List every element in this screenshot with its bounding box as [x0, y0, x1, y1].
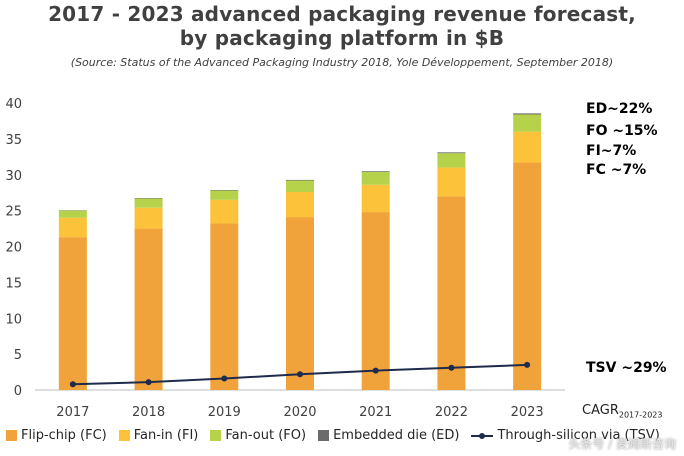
bar-segment: [210, 199, 239, 224]
legend-item-ed: Embedded die (ED): [318, 428, 459, 443]
bar-segment: [513, 113, 542, 115]
tsv-point: [69, 381, 76, 388]
chart-title: 2017 - 2023 advanced packaging revenue f…: [48, 2, 636, 26]
x-tick-label: 2018: [132, 405, 165, 420]
bar-segment: [513, 162, 542, 390]
bar-segment: [437, 152, 466, 154]
bar-segment: [134, 207, 163, 229]
x-tick-label: 2019: [208, 405, 241, 420]
bar-segment: [361, 184, 390, 213]
y-tick-label: 15: [5, 276, 22, 291]
legend-swatch-ed: [318, 430, 330, 441]
legend-item-tsv: Through-silicon via (TSV): [471, 428, 660, 443]
tsv-point: [372, 367, 379, 374]
cagr-label-fi: FI~7%: [586, 143, 637, 159]
tsv-point: [145, 379, 152, 386]
bar-segment: [134, 228, 163, 390]
legend-swatch-fc: [6, 430, 17, 441]
bar-segment: [58, 210, 87, 218]
x-tick-label: 2020: [283, 405, 316, 420]
x-tick-label: 2017: [56, 405, 89, 420]
bar-segment: [437, 153, 466, 168]
y-tick-label: 5: [14, 348, 22, 363]
y-tick-label: 30: [5, 169, 22, 184]
legend: Flip-chip (FC) Fan-in (FI) Fan-out (FO) …: [6, 428, 672, 443]
legend-item-fo: Fan-out (FO): [210, 428, 306, 443]
bar-segment: [58, 237, 87, 390]
cagr-label-fo: FO ~15%: [586, 123, 658, 139]
bar-segment: [286, 180, 314, 192]
bar-segment: [210, 190, 239, 191]
y-tick-label: 25: [5, 205, 22, 220]
y-tick-label: 0: [14, 384, 22, 399]
cagr-title: CAGR2017-2023: [582, 403, 663, 420]
chart-title-line2: by packaging platform in $B: [179, 26, 505, 50]
tsv-point: [297, 371, 303, 378]
bar-segment: [286, 217, 314, 390]
bar-segment: [361, 171, 390, 172]
bar-segment: [134, 198, 163, 208]
bar-segment: [361, 171, 390, 185]
tsv-point: [221, 375, 228, 382]
bar-segment: [286, 179, 314, 181]
bar-segment: [286, 191, 314, 218]
bar-segment: [58, 217, 87, 238]
bar-segment: [361, 212, 390, 390]
legend-item-fc: Flip-chip (FC): [6, 428, 107, 443]
x-tick-label: 2021: [359, 405, 392, 420]
y-tick-label: 35: [5, 133, 22, 148]
tsv-point: [448, 364, 455, 371]
legend-swatch-tsv: [471, 432, 494, 439]
y-tick-label: 20: [5, 241, 22, 256]
bar-segment: [513, 114, 542, 132]
x-tick-label: 2022: [435, 405, 468, 420]
bar-segment: [210, 223, 239, 390]
legend-swatch-fo: [210, 430, 222, 441]
cagr-label-ed: ED~22%: [586, 101, 653, 117]
bar-segment: [437, 196, 466, 390]
chart-subtitle: (Source: Status of the Advanced Packagin…: [70, 56, 614, 69]
bar-segment: [210, 190, 239, 200]
watermark: 头条号 / 麦姆斯咨询: [568, 437, 676, 451]
y-tick-label: 40: [5, 97, 22, 112]
legend-swatch-fi: [118, 430, 130, 441]
cagr-label-fc: FC ~7%: [586, 162, 647, 178]
legend-item-fi: Fan-in (FI): [118, 428, 198, 443]
y-tick-label: 10: [5, 312, 22, 327]
cagr-label-tsv: TSV ~29%: [586, 360, 667, 376]
x-tick-label: 2023: [511, 405, 544, 420]
tsv-point: [524, 361, 531, 368]
bar-segment: [437, 167, 466, 197]
bar-segment: [513, 131, 542, 163]
